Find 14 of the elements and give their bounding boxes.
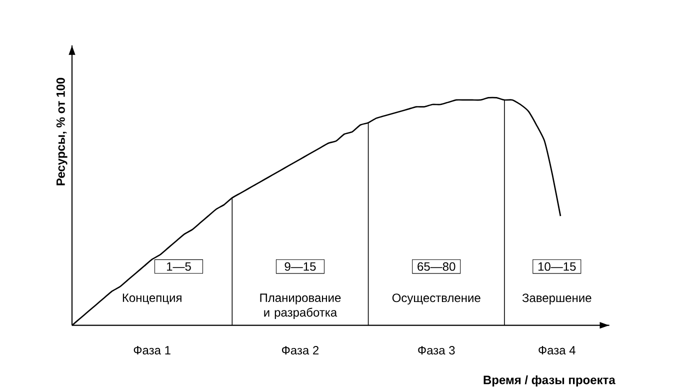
annotation: 10—15 — [538, 262, 576, 271]
text: Фаза 3 — [418, 346, 455, 355]
x-axis-title: Время / фазы проекта — [484, 375, 616, 387]
annotation: Осуществление — [392, 294, 480, 305]
annotation: 65—80 — [418, 262, 456, 271]
text: Фаза 1 — [134, 346, 170, 354]
annotation: Завершение — [522, 294, 592, 304]
annotation: Концепция — [122, 294, 182, 304]
text: Фаза 2 — [282, 346, 319, 355]
text: Фаза 4 — [538, 346, 576, 354]
annotation: 9—15 — [284, 262, 316, 271]
annotation: 1—5 — [166, 262, 191, 271]
annotation: Планирование и разработка — [260, 294, 341, 320]
y-axis-title: Ресурсы, % от 100 — [56, 78, 68, 186]
